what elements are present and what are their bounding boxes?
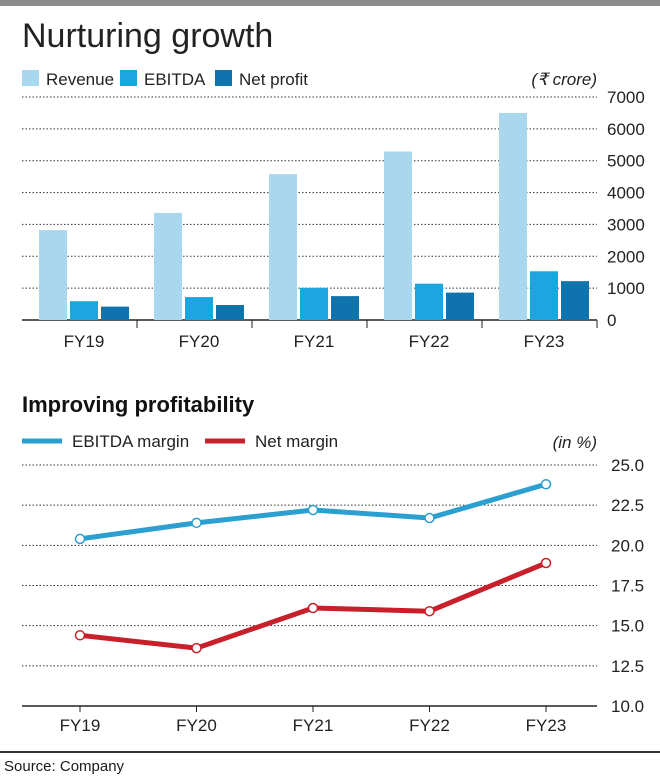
bar-fy23-2: [530, 271, 558, 320]
chart-canvas: Nurturing growth Revenue EBITDA Net profit…: [22, 17, 645, 735]
y-tick-label: 4000: [607, 184, 645, 203]
bar-fy21-3: [331, 296, 359, 320]
y-tick-label: 20.0: [611, 536, 644, 555]
legend-swatch-2: [120, 70, 137, 86]
x-tick-label: FY19: [64, 332, 105, 351]
bar-fy19-2: [70, 301, 98, 320]
legend-label-1: EBITDA margin: [72, 432, 189, 451]
point-2-fy22: [424, 605, 435, 617]
chart2-x-axis: FY19 FY20 FY21 FY22 FY23: [60, 706, 567, 735]
bottom-rule: [0, 751, 660, 753]
point-2-fy19: [74, 630, 86, 641]
point-2-fy23: [540, 557, 552, 569]
legend-label-1: Revenue: [46, 70, 114, 89]
y-tick-label: 7000: [607, 88, 645, 107]
legend-label-3: Net profit: [239, 70, 308, 89]
legend-label-2: EBITDA: [144, 70, 206, 89]
bar-fy22-2: [415, 283, 443, 320]
chart1-y-axis: 0 1000 2000 3000 4000 5000 6000 7000: [607, 88, 645, 330]
x-tick-label: FY21: [293, 716, 334, 735]
bar-fy23-1: [499, 112, 527, 320]
x-tick-label: FY22: [409, 716, 450, 735]
chart2-title: Improving profitability: [22, 392, 255, 417]
legend-swatch-3: [215, 70, 232, 86]
chart1-unit: (₹ crore): [531, 70, 597, 89]
x-tick-label: FY22: [409, 332, 450, 351]
y-tick-label: 3000: [607, 215, 645, 234]
bar-fy20-1: [154, 212, 182, 320]
point-1-fy21: [307, 504, 319, 516]
point-1-fy22: [424, 512, 435, 524]
y-tick-label: 17.5: [611, 577, 644, 596]
point-2-fy21: [307, 602, 319, 614]
y-tick-label: 22.5: [611, 496, 644, 515]
bar-fy20-3: [216, 305, 244, 320]
chart1-title: Nurturing growth: [22, 17, 273, 55]
chart1-bars: [39, 112, 598, 328]
chart2-y-axis: 10.0 12.5 15.0 17.5 20.0 22.5 25.0: [611, 456, 644, 716]
bar-fy19-3: [101, 306, 129, 320]
x-tick-label: FY20: [176, 716, 217, 735]
chart2-lines: [74, 479, 552, 654]
x-tick-label: FY21: [294, 332, 335, 351]
y-tick-label: 6000: [607, 120, 645, 139]
x-tick-label: FY19: [60, 716, 101, 735]
x-tick-label: FY23: [524, 332, 565, 351]
y-tick-label: 2000: [607, 247, 645, 266]
y-tick-label: 25.0: [611, 456, 644, 475]
point-2-fy20: [191, 642, 202, 654]
bar-fy22-3: [446, 292, 474, 320]
legend-swatch-1: [22, 70, 39, 86]
bar-fy19-1: [39, 230, 67, 320]
y-tick-label: 0: [607, 311, 616, 330]
point-1-fy19: [74, 533, 86, 545]
y-tick-label: 15.0: [611, 617, 644, 636]
y-tick-label: 12.5: [611, 657, 644, 676]
x-tick-label: FY23: [526, 716, 567, 735]
chart2-grid: [22, 464, 597, 707]
chart1-x-axis: FY19 FY20 FY21 FY22 FY23: [64, 332, 565, 351]
source-note: Source: Company: [4, 758, 125, 775]
bar-fy22-1: [384, 151, 412, 320]
chart2-unit: (in %): [553, 433, 597, 452]
y-tick-label: 10.0: [611, 697, 644, 716]
bar-fy23-3: [561, 281, 589, 320]
bar-fy20-2: [185, 297, 213, 320]
bar-fy21-2: [300, 287, 328, 320]
legend-label-2: Net margin: [255, 432, 338, 451]
chart1-legend: Revenue EBITDA Net profit: [22, 70, 308, 89]
chart2-legend: EBITDA margin Net margin: [22, 432, 338, 451]
x-tick-label: FY20: [179, 332, 220, 351]
top-rule: [0, 0, 660, 6]
point-1-fy20: [191, 517, 202, 529]
point-1-fy23: [540, 479, 552, 490]
y-tick-label: 5000: [607, 152, 645, 171]
y-tick-label: 1000: [607, 279, 645, 298]
bar-fy21-1: [269, 174, 297, 320]
